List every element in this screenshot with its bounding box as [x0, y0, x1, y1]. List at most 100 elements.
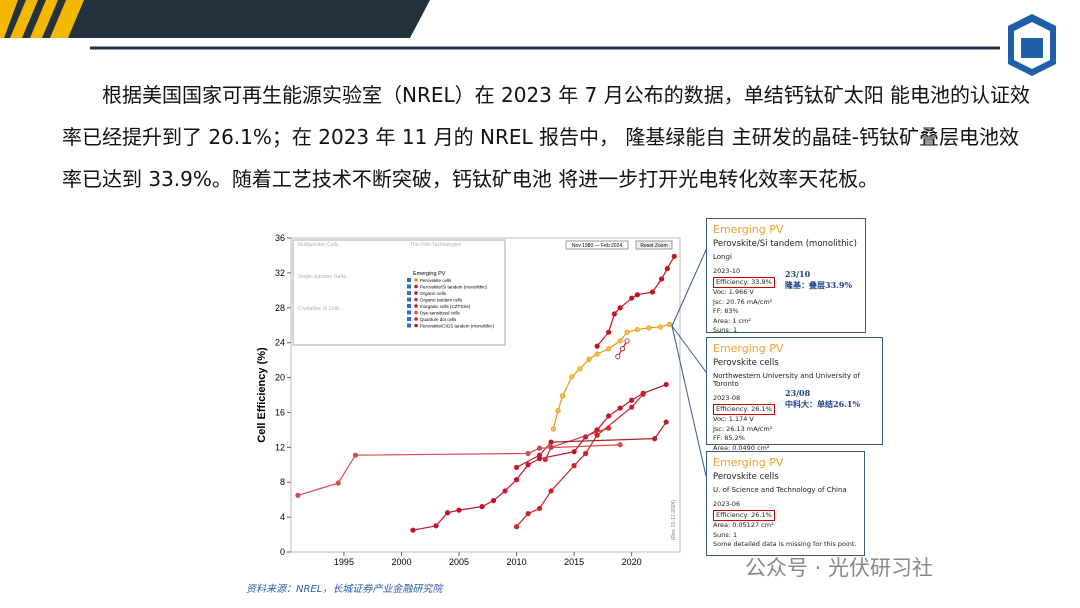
callout-efficiency: Efficiency: 26.1% — [713, 403, 775, 415]
callout-line: Suns: 1 — [713, 326, 738, 334]
legend-label: Perovskite/Si tandem (monolithic) — [420, 285, 488, 290]
series-line — [297, 444, 621, 496]
callout-line: Suns: 1 — [713, 530, 738, 539]
data-point — [634, 326, 641, 333]
data-point — [624, 329, 630, 335]
data-point — [594, 351, 600, 357]
data-point — [479, 504, 485, 510]
data-point — [536, 445, 543, 451]
data-point — [606, 329, 612, 335]
callout-institution: Longi — [713, 253, 732, 261]
legend-label: Organic cells — [420, 291, 447, 296]
data-point — [490, 497, 497, 504]
callout-institution: Northwestern University and University o… — [713, 372, 860, 388]
data-point — [634, 292, 641, 298]
legend-label: Quantum dot cells — [420, 317, 457, 322]
data-point — [663, 419, 669, 425]
data-point — [502, 488, 508, 494]
data-point — [548, 439, 554, 445]
data-point — [525, 511, 531, 517]
x-tick-label: 2000 — [391, 557, 411, 567]
legend-swatch — [414, 317, 418, 321]
legend-check — [407, 323, 411, 328]
y-tick-label: 24 — [275, 338, 285, 348]
data-point — [594, 343, 600, 349]
data-point — [583, 450, 589, 457]
data-point — [594, 432, 600, 438]
y-axis-label: Cell Efficiency (%) — [256, 347, 268, 443]
data-point — [617, 305, 623, 311]
data-point — [624, 338, 630, 344]
legend-check — [407, 284, 411, 289]
y-tick-label: 16 — [275, 407, 285, 417]
legend-label: Dye-sensitized cells — [420, 311, 461, 316]
data-point — [629, 397, 635, 403]
data-point — [663, 381, 669, 388]
legend-swatch — [414, 291, 418, 295]
legend-swatch — [414, 304, 418, 308]
callout-line: Area: 0.05127 cm² — [713, 521, 774, 529]
data-point — [671, 253, 677, 259]
callout-line: Some detailed data is missing for this p… — [713, 540, 857, 548]
legend-group: Thin-Film Technologies — [410, 242, 462, 248]
data-point — [525, 450, 531, 457]
data-point — [555, 408, 561, 414]
callout-institution: U. of Science and Technology of China — [713, 486, 847, 494]
callout-line: Area: 0.0490 cm² — [713, 443, 770, 452]
data-point — [617, 405, 623, 411]
data-point — [615, 354, 621, 360]
y-tick-label: 0 — [280, 547, 285, 557]
callout-subtitle: Perovskite cells — [713, 472, 779, 482]
data-point — [536, 452, 543, 458]
revision: (Rev. 01-17-2024) — [671, 500, 677, 541]
legend-check — [407, 304, 411, 308]
legend-swatch — [414, 278, 418, 282]
y-tick-label: 20 — [275, 373, 285, 383]
callout-line: Voc: 1.966 V — [713, 288, 754, 296]
data-point — [433, 523, 439, 529]
callout-efficiency-row: Efficiency: 33.9% — [713, 276, 859, 288]
legend-group: Multijunction Cells — [298, 242, 339, 248]
data-point — [569, 374, 575, 380]
legend-label: Perovskite cells — [420, 278, 452, 283]
callout-date: 2023-08 — [713, 394, 741, 402]
plot-frame — [290, 237, 681, 553]
y-tick-label: 36 — [275, 233, 285, 243]
data-point — [550, 426, 557, 432]
x-tick-label: 2005 — [449, 557, 469, 567]
data-point — [548, 488, 554, 494]
legend-check — [407, 297, 411, 302]
data-point — [617, 338, 623, 344]
data-point — [513, 464, 520, 470]
callout-efficiency: Efficiency: 33.9% — [713, 276, 775, 288]
callout-title: Emerging PV — [713, 342, 784, 355]
connector — [671, 325, 707, 373]
y-tick-label: 32 — [275, 268, 285, 278]
callout-efficiency-row: Efficiency: 26.1% — [713, 509, 858, 521]
data-point — [560, 393, 566, 399]
legend-swatch — [414, 323, 418, 328]
data-point — [571, 449, 577, 455]
data-point — [444, 510, 451, 516]
reset-label[interactable]: Reset Zoom — [640, 243, 667, 249]
data-point — [640, 391, 646, 397]
data-point — [456, 507, 462, 513]
data-point — [410, 527, 416, 533]
callout-efficiency-row: Efficiency: 26.1% — [713, 403, 876, 415]
x-tick-label: 1995 — [334, 557, 354, 567]
data-point — [657, 324, 664, 330]
header-bar — [0, 0, 430, 38]
legend-check — [407, 310, 411, 315]
reset-button[interactable] — [635, 240, 673, 250]
data-point — [649, 289, 655, 295]
series-line — [596, 256, 675, 347]
x-tick-label: 2020 — [622, 557, 642, 567]
note: 隆基：叠层33.9% — [785, 280, 853, 290]
callout-line: Jsc: 26.13 mA/cm² — [713, 424, 773, 433]
legend-box — [292, 239, 506, 346]
source: 资料来源：NREL，长城证券产业金融研究院 — [246, 584, 443, 595]
data-point — [664, 265, 670, 272]
data-point — [611, 311, 617, 317]
